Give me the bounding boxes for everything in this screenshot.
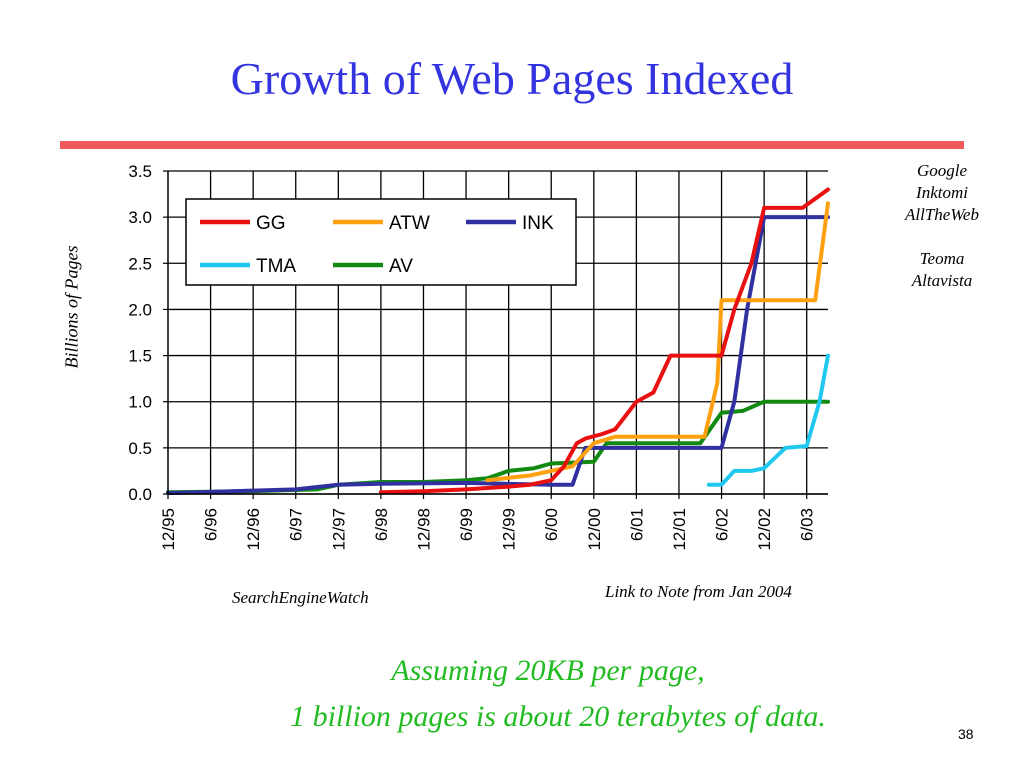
x-tick-label: 6/99 xyxy=(457,508,476,541)
chart-series xyxy=(166,187,830,496)
series-line-gg xyxy=(378,187,830,495)
legend-label-atw: ATW xyxy=(389,213,430,234)
x-tick-label: 12/96 xyxy=(244,508,263,551)
legend-label-ink: INK xyxy=(522,213,554,234)
engine-name-google: Google xyxy=(916,161,968,180)
x-tick-label: 6/01 xyxy=(627,508,646,541)
x-tick-label: 6/02 xyxy=(713,508,732,541)
x-tick-label: 12/01 xyxy=(670,508,689,551)
x-tick-label: 6/96 xyxy=(202,508,221,541)
legend-label-tma: TMA xyxy=(256,256,296,277)
series-line-tma xyxy=(706,353,830,487)
x-tick-label: 12/99 xyxy=(500,508,519,551)
y-tick-label: 1.0 xyxy=(128,393,152,412)
y-tick-label: 0.5 xyxy=(128,439,152,458)
y-axis-label: Billions of Pages xyxy=(61,245,82,369)
slide-title: Growth of Web Pages Indexed xyxy=(230,53,794,104)
engine-names-spacer xyxy=(872,226,1012,248)
x-tick-label: 6/03 xyxy=(798,508,817,541)
footnote-line-2: 1 billion pages is about 20 terabytes of… xyxy=(290,700,826,733)
engine-names-list: Google Inktomi AllTheWeb Teoma Altavista xyxy=(872,160,1012,292)
y-tick-label: 2.5 xyxy=(128,254,152,273)
engine-name-teoma: Teoma xyxy=(919,249,965,268)
chart-legend: GG ATW INK TMA AV xyxy=(185,198,577,286)
series-line-atw xyxy=(485,201,830,483)
x-tick-label: 12/95 xyxy=(159,508,178,551)
page-number: 38 xyxy=(958,726,974,742)
engine-name-alltheweb: AllTheWeb xyxy=(905,205,979,224)
source-note: SearchEngineWatch xyxy=(232,588,369,607)
y-tick-label: 0.0 xyxy=(128,485,152,504)
title-rule xyxy=(60,141,964,149)
y-tick-label: 3.5 xyxy=(128,162,152,181)
chart-axes: 0.0 0.5 1.0 1.5 2.0 2.5 3.0 3.5 12/95 6/96 12/96 6/… xyxy=(128,162,828,551)
engine-name-inktomi: Inktomi xyxy=(916,183,968,202)
x-tick-label: 6/00 xyxy=(542,508,561,541)
link-note[interactable]: Link to Note from Jan 2004 xyxy=(605,582,792,601)
y-tick-label: 2.0 xyxy=(128,300,152,319)
x-tick-label: 12/98 xyxy=(414,508,433,551)
x-tick-label: 6/98 xyxy=(372,508,391,541)
x-tick-label: 12/02 xyxy=(755,508,774,551)
x-tick-label: 6/97 xyxy=(287,508,306,541)
legend-label-av: AV xyxy=(389,256,413,277)
x-tick-label: 12/00 xyxy=(585,508,604,551)
x-tick-label: 12/97 xyxy=(329,508,348,551)
footnote-line-1: Assuming 20KB per page, xyxy=(391,654,705,687)
engine-name-altavista: Altavista xyxy=(911,271,973,290)
legend-label-gg: GG xyxy=(256,213,286,234)
y-tick-label: 3.0 xyxy=(128,208,152,227)
growth-line-chart: 0.0 0.5 1.0 1.5 2.0 2.5 3.0 3.5 12/95 6/96 12/96 6/… xyxy=(128,162,830,551)
y-tick-label: 1.5 xyxy=(128,347,152,366)
legend-box xyxy=(185,198,577,286)
series-line-ink xyxy=(166,215,830,496)
